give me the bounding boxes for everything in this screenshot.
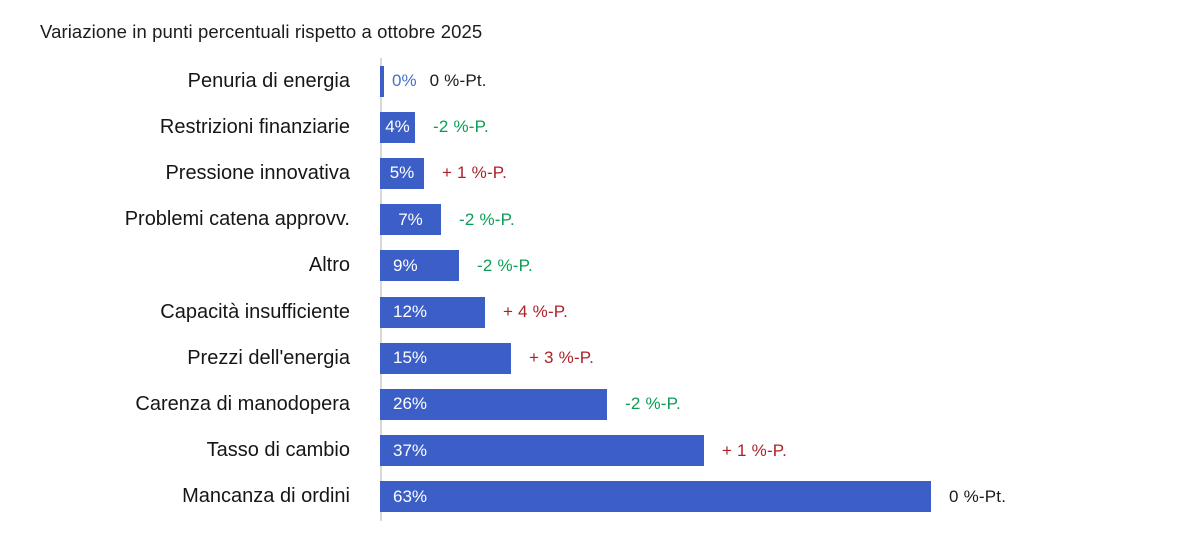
bar-value-label: 15% — [393, 348, 428, 368]
chart-row: Problemi catena approvv. 7% -2 %-P. — [0, 197, 1200, 243]
bar-area: 37% + 1 %-P. — [380, 428, 787, 474]
bar: 7% — [380, 204, 441, 236]
bar: 12% — [380, 296, 485, 328]
bar-value-label: 5% — [389, 163, 415, 183]
bar-value-label: 63% — [393, 486, 428, 506]
delta-label: + 1 %-P. — [442, 163, 508, 183]
bar-area: 12% + 4 %-P. — [380, 289, 568, 335]
delta-label: -2 %-P. — [433, 117, 489, 137]
bar-value-label: 12% — [393, 302, 428, 322]
bar-area: 15% + 3 %-P. — [380, 335, 594, 381]
chart-row: Restrizioni finanziarie 4% -2 %-P. — [0, 104, 1200, 150]
chart-rows: Penuria di energia 0% 0 %-Pt. Restrizion… — [0, 58, 1200, 520]
bar-area: 0% 0 %-Pt. — [380, 58, 487, 104]
bar-value-label: 0% — [392, 71, 417, 91]
bar — [380, 65, 384, 97]
bar: 63% — [380, 481, 931, 513]
bar-area: 4% -2 %-P. — [380, 104, 489, 150]
bar-area: 63% 0 %-Pt. — [380, 474, 1006, 520]
chart-row: Capacità insufficiente 12% + 4 %-P. — [0, 289, 1200, 335]
category-label: Restrizioni finanziarie — [159, 115, 350, 138]
delta-label: -2 %-P. — [459, 209, 515, 229]
bar: 5% — [380, 157, 424, 189]
chart-title: Variazione in punti percentuali rispetto… — [40, 21, 483, 42]
category-label: Tasso di cambio — [206, 439, 350, 462]
y-axis-line — [380, 58, 382, 521]
category-label: Capacità insufficiente — [160, 300, 350, 323]
chart-row: Mancanza di ordini 63% 0 %-Pt. — [0, 474, 1200, 520]
chart-row: Altro 9% -2 %-P. — [0, 243, 1200, 289]
bar: 4% — [380, 111, 415, 143]
bar-value-label: 7% — [398, 209, 423, 229]
bar: 9% — [380, 250, 459, 282]
delta-label: + 4 %-P. — [503, 302, 569, 322]
bar-value-label: 9% — [393, 255, 418, 275]
chart-row: Pressione innovativa 5% + 1 %-P. — [0, 150, 1200, 196]
bar-area: 26% -2 %-P. — [380, 381, 681, 427]
bar-area: 9% -2 %-P. — [380, 243, 533, 289]
category-label: Altro — [308, 254, 350, 277]
category-label: Mancanza di ordini — [182, 485, 350, 508]
bar-area: 7% -2 %-P. — [380, 197, 515, 243]
delta-label: -2 %-P. — [477, 255, 533, 275]
bar-value-label: 26% — [393, 394, 428, 414]
chart-row: Carenza di manodopera 26% -2 %-P. — [0, 381, 1200, 427]
category-label: Penuria di energia — [187, 69, 350, 92]
category-label: Problemi catena approvv. — [124, 208, 350, 231]
category-label: Prezzi dell'energia — [187, 346, 350, 369]
bar: 15% — [380, 342, 511, 374]
delta-label: 0 %-Pt. — [429, 71, 487, 91]
delta-label: + 3 %-P. — [529, 348, 595, 368]
chart-row: Penuria di energia 0% 0 %-Pt. — [0, 58, 1200, 104]
bar: 37% — [380, 435, 704, 467]
chart-row: Tasso di cambio 37% + 1 %-P. — [0, 428, 1200, 474]
delta-label: + 1 %-P. — [722, 440, 788, 460]
delta-label: 0 %-Pt. — [949, 486, 1007, 506]
bar: 26% — [380, 388, 607, 420]
chart-row: Prezzi dell'energia 15% + 3 %-P. — [0, 335, 1200, 381]
bar-value-label: 4% — [385, 117, 410, 137]
bar-area: 5% + 1 %-P. — [380, 150, 507, 196]
delta-label: -2 %-P. — [625, 394, 681, 414]
category-label: Carenza di manodopera — [135, 392, 350, 415]
category-label: Pressione innovativa — [165, 161, 350, 184]
bar-value-label: 37% — [393, 440, 428, 460]
